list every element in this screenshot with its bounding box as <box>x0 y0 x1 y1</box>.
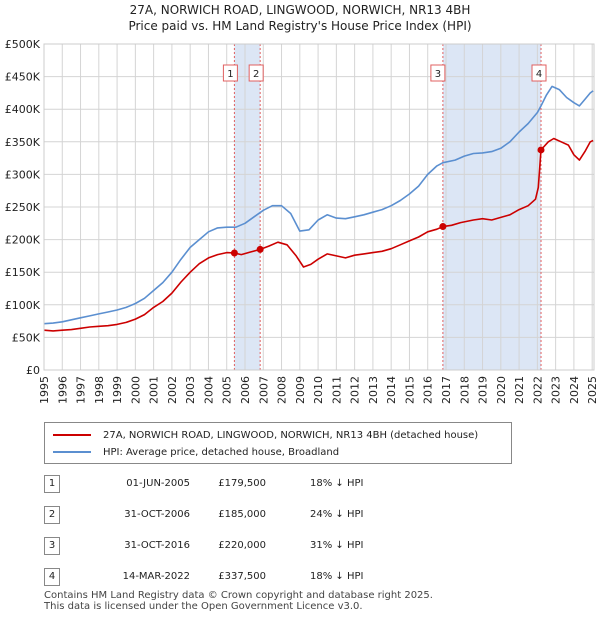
x-tick-label: 2023 <box>550 376 563 404</box>
x-tick-label: 2001 <box>148 376 161 404</box>
sale-point <box>439 223 447 231</box>
transaction-number: 2 <box>44 506 60 524</box>
transaction-price: £220,000 <box>218 540 266 551</box>
x-tick-label: 2017 <box>440 376 453 404</box>
legend-label-property: 27A, NORWICH ROAD, LINGWOOD, NORWICH, NR… <box>103 429 479 441</box>
chart-title: 27A, NORWICH ROAD, LINGWOOD, NORWICH, NR… <box>129 3 471 17</box>
x-tick-label: 2013 <box>367 376 380 404</box>
x-tick-label: 2005 <box>221 376 234 404</box>
sale-point <box>537 146 545 154</box>
sale-point <box>230 249 238 257</box>
x-tick-label: 2007 <box>257 376 270 404</box>
x-tick-label: 2019 <box>477 376 490 404</box>
y-tick-label: £0 <box>26 364 40 377</box>
y-tick-label: £400K <box>5 103 41 116</box>
legend-item-hpi: HPI: Average price, detached house, Broa… <box>53 444 339 460</box>
plot-frame <box>43 43 595 371</box>
y-tick-label: £500K <box>5 38 41 51</box>
series-line-property <box>43 137 594 332</box>
transaction-hpi: 18% ↓ HPI <box>310 571 364 582</box>
y-tick-label: £450K <box>5 71 41 84</box>
x-tick-label: 2021 <box>513 376 526 404</box>
sale-marker-box <box>531 64 547 82</box>
chart-subtitle: Price paid vs. HM Land Registry's House … <box>128 19 472 33</box>
transaction-date: 31-OCT-2006 <box>124 509 190 520</box>
sale-marker-box <box>248 64 264 82</box>
legend: 27A, NORWICH ROAD, LINGWOOD, NORWICH, NR… <box>44 422 512 464</box>
y-tick-label: £50K <box>12 331 41 344</box>
transaction-price: £179,500 <box>218 478 266 489</box>
table-row: 4 14-MAR-2022 £337,500 18% ↓ HPI <box>0 568 600 588</box>
x-tick-label: 2015 <box>403 376 416 404</box>
x-tick-label: 2016 <box>422 376 435 404</box>
transaction-number: 4 <box>44 568 60 586</box>
transaction-number: 3 <box>44 537 60 555</box>
y-tick-label: £100K <box>5 299 41 312</box>
y-tick-label: £350K <box>5 136 41 149</box>
footer: Contains HM Land Registry data © Crown c… <box>44 590 433 612</box>
sale-marker-label: 4 <box>536 69 542 80</box>
x-tick-label: 1998 <box>93 376 106 404</box>
x-tick-label: 2009 <box>294 376 307 404</box>
legend-swatch-property <box>53 434 91 436</box>
sale-point <box>256 245 264 253</box>
transaction-date: 01-JUN-2005 <box>126 478 190 489</box>
price-chart: 1 2 3 4 £0 £50K £100K £150K £200K £250K £300K £350… <box>5 38 599 404</box>
transaction-date: 31-OCT-2016 <box>124 540 190 551</box>
legend-label-hpi: HPI: Average price, detached house, Broa… <box>103 446 340 458</box>
legend-item-property: 27A, NORWICH ROAD, LINGWOOD, NORWICH, NR… <box>53 427 478 443</box>
sale-marker-box <box>222 64 238 82</box>
x-tick-label: 2025 <box>586 376 599 404</box>
legend-swatch-hpi <box>53 451 91 453</box>
x-tick-label: 1995 <box>38 376 51 404</box>
y-tick-label: £150K <box>5 266 41 279</box>
x-tick-label: 2008 <box>276 376 289 404</box>
sale-marker-label: 2 <box>253 69 259 80</box>
x-tick-label: 2002 <box>166 376 179 404</box>
table-row: 3 31-OCT-2016 £220,000 31% ↓ HPI <box>0 537 600 557</box>
x-tick-label: 2014 <box>385 376 398 404</box>
transaction-hpi: 24% ↓ HPI <box>310 509 364 520</box>
transaction-date: 14-MAR-2022 <box>122 571 190 582</box>
x-tick-label: 2010 <box>312 376 325 404</box>
table-row: 2 31-OCT-2006 £185,000 24% ↓ HPI <box>0 506 600 526</box>
x-tick-label: 1997 <box>75 376 88 404</box>
x-tick-label: 1999 <box>111 376 124 404</box>
series-line-hpi <box>43 85 594 325</box>
y-tick-label: £300K <box>5 168 41 181</box>
transaction-number: 1 <box>44 475 60 493</box>
x-tick-label: 2022 <box>531 376 544 404</box>
x-tick-label: 2003 <box>184 376 197 404</box>
footer-licence: This data is licensed under the Open Gov… <box>44 601 363 612</box>
x-tick-label: 2018 <box>458 376 471 404</box>
transaction-hpi: 31% ↓ HPI <box>310 540 364 551</box>
sale-marker-label: 1 <box>227 69 233 80</box>
x-tick-label: 2012 <box>349 376 362 404</box>
table-row: 1 01-JUN-2005 £179,500 18% ↓ HPI <box>0 475 600 495</box>
x-tick-label: 2011 <box>330 376 343 404</box>
y-tick-label: £200K <box>5 234 41 247</box>
transaction-price: £185,000 <box>218 509 266 520</box>
transaction-hpi: 18% ↓ HPI <box>310 478 364 489</box>
footer-copyright: Contains HM Land Registry data © Crown c… <box>44 590 433 601</box>
x-tick-label: 2020 <box>495 376 508 404</box>
x-tick-label: 2000 <box>129 376 142 404</box>
y-tick-label: £250K <box>5 201 41 214</box>
x-tick-label: 2004 <box>202 376 215 404</box>
x-tick-label: 1996 <box>56 376 69 404</box>
sale-marker-box <box>430 64 446 82</box>
x-tick-label: 2024 <box>568 376 581 404</box>
sale-marker-label: 3 <box>435 69 441 80</box>
transaction-price: £337,500 <box>218 571 266 582</box>
x-tick-label: 2006 <box>239 376 252 404</box>
